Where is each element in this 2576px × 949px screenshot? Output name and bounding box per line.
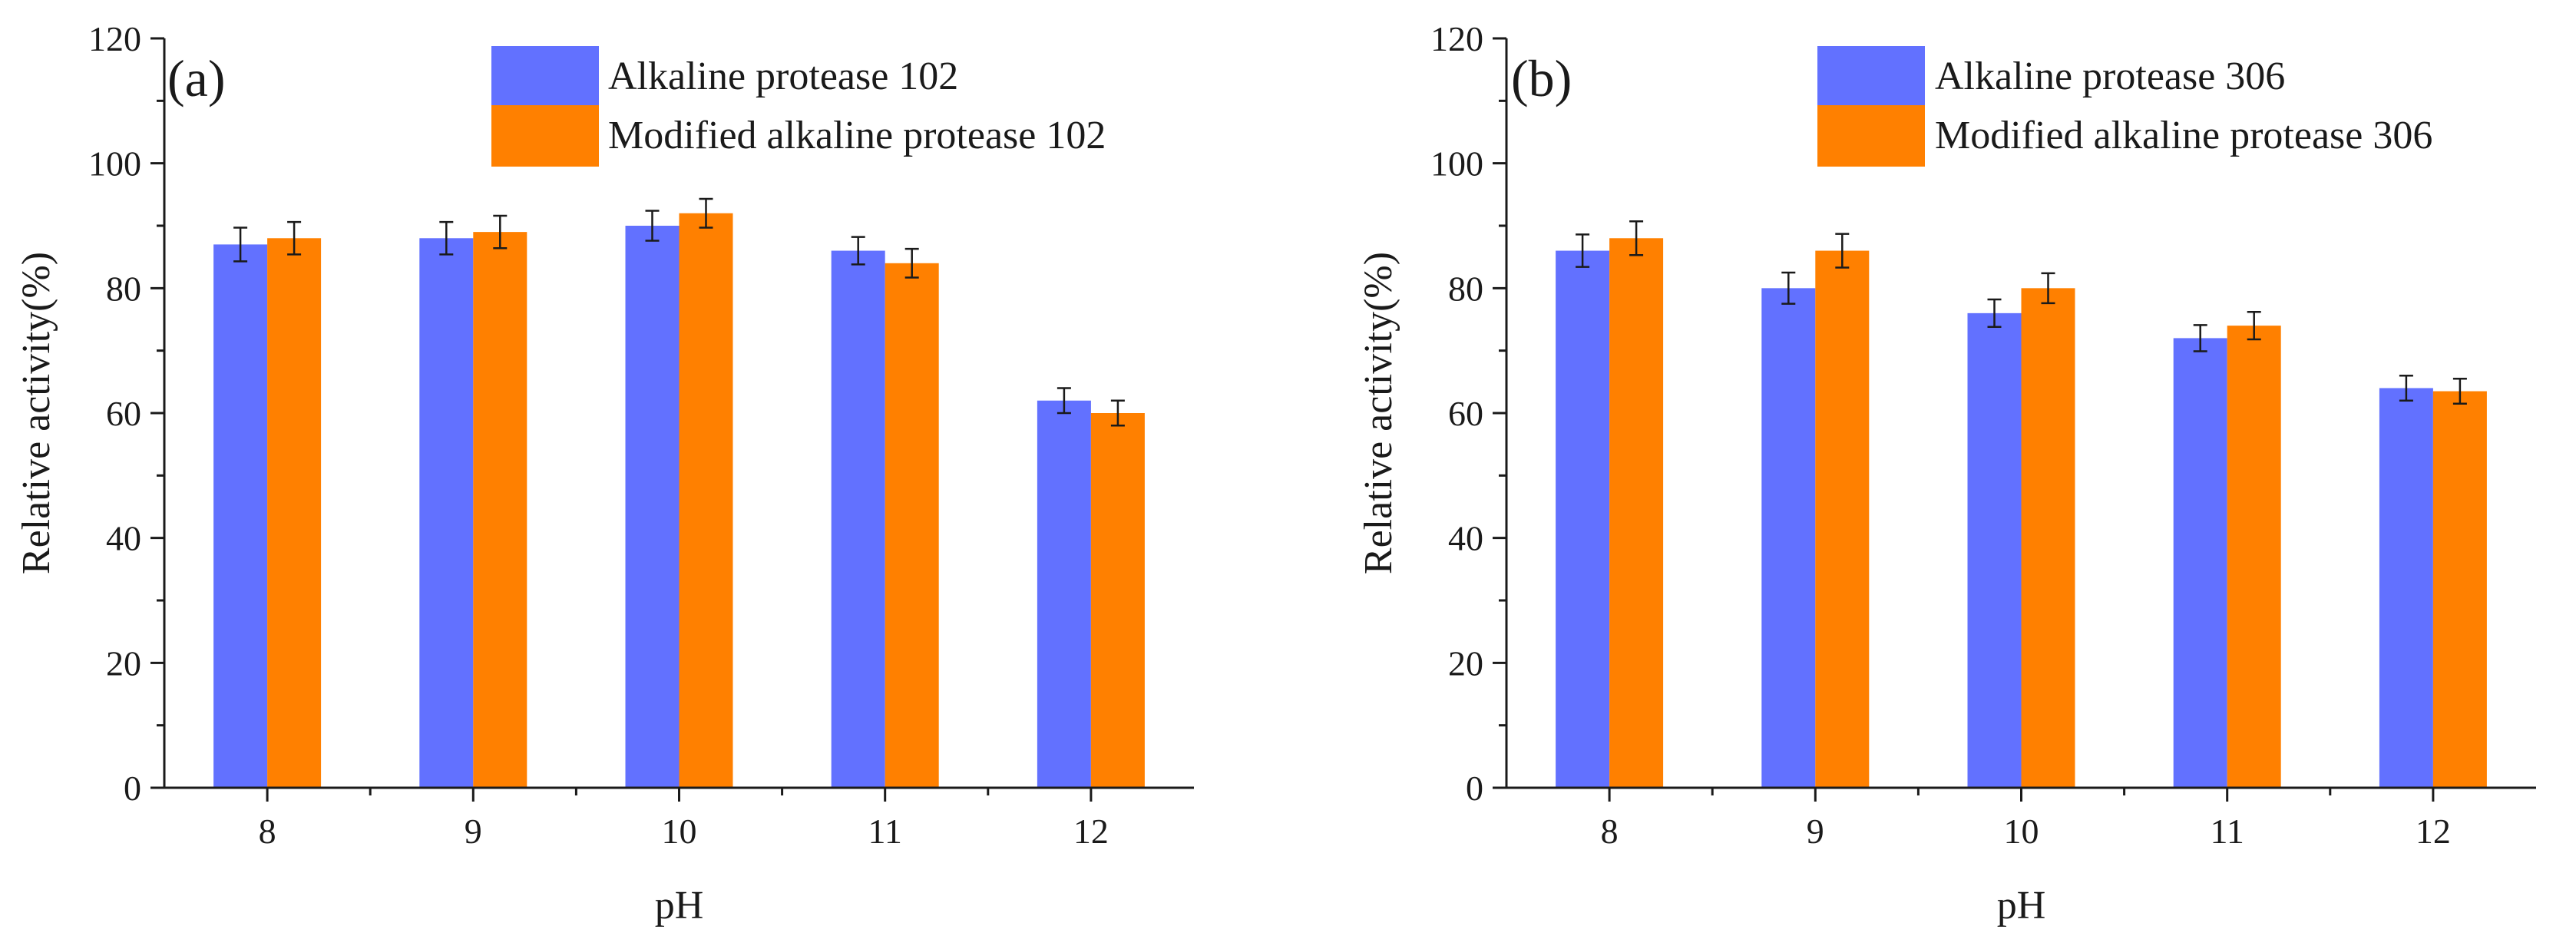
y-axis-title: Relative activity(%) xyxy=(1357,252,1400,574)
x-tick-label-12: 12 xyxy=(2416,812,2451,851)
bar-2-12 xyxy=(2432,391,2487,788)
legend-label-2: Modified alkaline protease 306 xyxy=(1935,114,2432,157)
x-tick-label-10: 10 xyxy=(2004,812,2039,851)
y-tick-label-80: 80 xyxy=(1448,269,1483,308)
x-axis-title: pH xyxy=(655,884,704,928)
chart-panel-b: 0 20 40 60 80 100 120 8 9 10 11 12 pH Relative activi… xyxy=(1357,19,2536,928)
y-tick-label-100: 100 xyxy=(88,144,141,184)
x-tick-label-10: 10 xyxy=(662,812,697,851)
y-tick-label-40: 40 xyxy=(106,519,141,558)
bar-1-11 xyxy=(831,250,885,788)
bar-1-8 xyxy=(1556,250,1610,788)
y-tick-label-100: 100 xyxy=(1430,144,1483,184)
x-tick-label-11: 11 xyxy=(868,812,902,851)
bar-1-9 xyxy=(1761,288,1816,788)
legend-swatch-2 xyxy=(1817,105,1925,167)
y-tick-label-40: 40 xyxy=(1448,519,1483,558)
bar-1-12 xyxy=(1037,400,1091,788)
x-tick-label-12: 12 xyxy=(1073,812,1109,851)
x-axis-title: pH xyxy=(1997,884,2046,928)
bar-2-12 xyxy=(1090,413,1145,788)
legend-label-1: Alkaline protease 306 xyxy=(1935,55,2285,98)
y-tick-label-0: 0 xyxy=(1466,769,1483,808)
legend-swatch-2 xyxy=(491,105,599,167)
panel-label: (a) xyxy=(167,49,225,107)
x-tick-label-9: 9 xyxy=(465,812,482,851)
legend-label-1: Alkaline protease 102 xyxy=(608,55,958,98)
y-tick-label-20: 20 xyxy=(1448,643,1483,683)
y-tick-label-20: 20 xyxy=(106,643,141,683)
bar-2-8 xyxy=(267,238,322,788)
bar-1-11 xyxy=(2173,338,2227,788)
legend-swatch-1 xyxy=(491,46,599,107)
bar-2-9 xyxy=(1815,250,1870,788)
chart-panel-a: 0 20 40 60 80 100 120 8 9 10 11 12 pH Relative activi… xyxy=(15,19,1194,928)
x-tick-label-11: 11 xyxy=(2211,812,2244,851)
x-tick-label-9: 9 xyxy=(1807,812,1824,851)
y-tick-label-60: 60 xyxy=(106,394,141,433)
bar-2-10 xyxy=(679,213,733,788)
bar-1-10 xyxy=(625,226,680,788)
panel-label: (b) xyxy=(1511,49,1572,107)
bar-1-8 xyxy=(213,244,268,788)
bar-2-9 xyxy=(473,232,527,789)
y-tick-label-120: 120 xyxy=(88,19,141,58)
bar-1-10 xyxy=(1967,312,2022,788)
y-tick-label-60: 60 xyxy=(1448,394,1483,433)
x-tick-label-8: 8 xyxy=(1601,812,1619,851)
bar-1-12 xyxy=(2379,388,2433,788)
y-tick-label-0: 0 xyxy=(124,769,141,808)
bar-2-8 xyxy=(1609,238,1664,788)
bar-2-11 xyxy=(2227,326,2281,789)
legend-label-2: Modified alkaline protease 102 xyxy=(608,114,1106,157)
bar-2-10 xyxy=(2021,288,2075,788)
bar-1-9 xyxy=(419,238,474,788)
bar-2-11 xyxy=(885,263,939,788)
y-tick-label-80: 80 xyxy=(106,269,141,308)
legend-swatch-1 xyxy=(1817,46,1925,107)
y-tick-label-120: 120 xyxy=(1430,19,1483,58)
y-axis-title: Relative activity(%) xyxy=(15,252,58,574)
x-tick-label-8: 8 xyxy=(259,812,276,851)
